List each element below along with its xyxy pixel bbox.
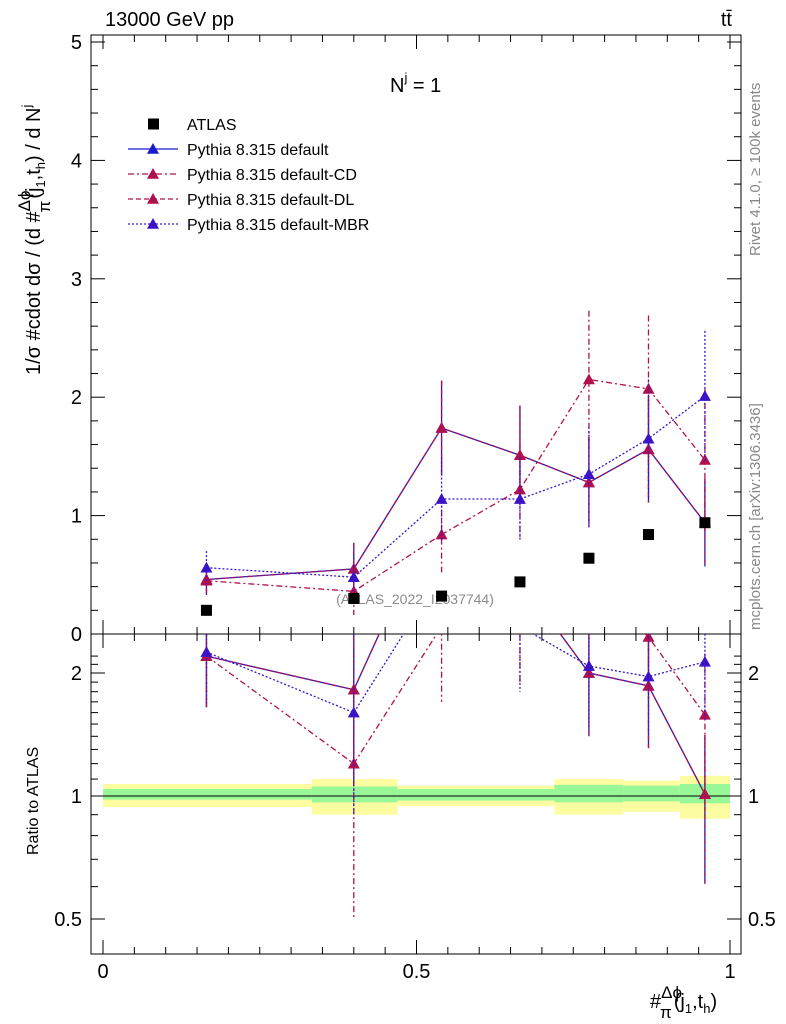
marker-mbr [698, 390, 711, 401]
y-tick-label: 5 [71, 32, 82, 54]
x-axis-label: #Δϕ π (j1,th) [650, 983, 717, 1022]
ratio-series [200, 575, 711, 919]
marker-dl [347, 562, 360, 574]
legend-label: ATLAS [187, 117, 237, 134]
x-tick-label: 0 [97, 961, 108, 983]
ratio-band-inner-2 [397, 789, 555, 801]
y-tick-label: 0 [71, 624, 82, 646]
marker-dl [200, 573, 213, 585]
ratio-band-inner-4 [623, 785, 680, 802]
rivet-side-label: Rivet 4.1.0, ≥ 100k events [747, 83, 764, 256]
atlas-data-point [699, 517, 711, 529]
ratio-marker-cd [583, 575, 595, 586]
x-tick-label: 1 [724, 961, 735, 983]
line-default [206, 427, 706, 581]
legend-label: Pythia 8.315 default-DL [187, 192, 354, 209]
legend-marker-cd [147, 168, 159, 179]
ratio-band-inner-1 [311, 786, 398, 803]
ratio-marker-mbr [347, 706, 360, 718]
top-data-points [200, 517, 711, 616]
ratio-marker-dl [582, 667, 595, 678]
legend-label: Pythia 8.315 default-MBR [187, 217, 369, 234]
ratio-tick-label-right: 2 [748, 663, 759, 685]
analysis-watermark: (ATLAS_2022_I2037744) [336, 591, 494, 607]
atlas-data-point [348, 592, 360, 604]
legend-label: Pythia 8.315 default-CD [187, 167, 357, 184]
x-tick-label: 0.5 [403, 961, 431, 983]
ratio-marker-mbr [582, 660, 595, 671]
ratio-marker-cd [347, 757, 360, 769]
ratio-marker-cd [436, 620, 448, 631]
line-mbr [206, 395, 706, 578]
ratio-tick-label-right: 0.5 [748, 909, 776, 931]
marker-mbr [200, 561, 213, 573]
marker-mbr [347, 571, 360, 582]
atlas-data-point [514, 576, 526, 588]
top-series [200, 310, 711, 616]
marker-mbr [513, 493, 526, 504]
marker-mbr [642, 432, 655, 444]
energy-label: 13000 GeV pp [105, 9, 234, 31]
line-dl [206, 427, 706, 581]
ratio-band [103, 775, 730, 819]
process-label: tt̄ [721, 9, 733, 31]
mcplots-side-label: mcplots.cern.ch [arXiv:1306.3436] [747, 403, 764, 630]
atlas-data-point [642, 529, 654, 541]
y-tick-label: 1 [71, 506, 82, 528]
ratio-marker-mbr [200, 646, 213, 657]
legend-marker-atlas [148, 118, 159, 130]
atlas-data-point [436, 590, 448, 602]
atlas-data-point [200, 604, 212, 616]
ratio-tick-label-right: 1 [748, 786, 759, 808]
atlas-data-point [583, 552, 595, 564]
marker-dl [435, 421, 448, 433]
y-tick-label: 3 [71, 269, 82, 291]
y-tick-label: 4 [71, 150, 82, 172]
ratio-tick-label: 1 [71, 786, 82, 808]
ratio-marker-mbr [642, 670, 655, 682]
legend-marker-default [147, 143, 159, 154]
top-y-axis: 0 1 2 3 4 5 [71, 32, 741, 646]
legend-marker-mbr [147, 218, 159, 229]
marker-cd [582, 373, 595, 385]
marker-mbr [582, 468, 595, 479]
ratio-line-dl [206, 634, 706, 795]
legend-marker-dl [147, 193, 159, 204]
legend: ATLAS Pythia 8.315 default Pythia 8.315 de… [128, 117, 369, 234]
y-tick-label: 2 [71, 387, 82, 409]
marker-dl [513, 449, 526, 461]
x-axis: 0 0.5 1 [97, 35, 736, 983]
ratio-band-inner-0 [103, 789, 312, 800]
ratio-marker-cd [514, 607, 526, 618]
top-y-axis-label: 1/σ #cdot dσ / (d #Δϕπ(j1,th) / d Nj [15, 105, 54, 375]
line-cd [206, 378, 706, 593]
ratio-marker-dl [698, 788, 711, 800]
ratio-y-axis: 0.5 0.5 1 1 2 2 [54, 655, 776, 931]
ratio-band-inner-3 [554, 784, 624, 803]
ratio-y-axis-label: Ratio to ATLAS [25, 747, 42, 855]
ratio-tick-label: 2 [71, 663, 82, 685]
multiplicity-annotation: Nj = 1 [390, 70, 441, 97]
legend-label: Pythia 8.315 default [187, 142, 329, 159]
marker-mbr [435, 493, 448, 504]
ratio-marker-mbr [514, 620, 526, 631]
marker-dl [582, 476, 595, 488]
ratio-marker-mbr [698, 655, 711, 667]
ratio-line-default [206, 634, 706, 795]
ratio-tick-label: 0.5 [54, 909, 82, 931]
